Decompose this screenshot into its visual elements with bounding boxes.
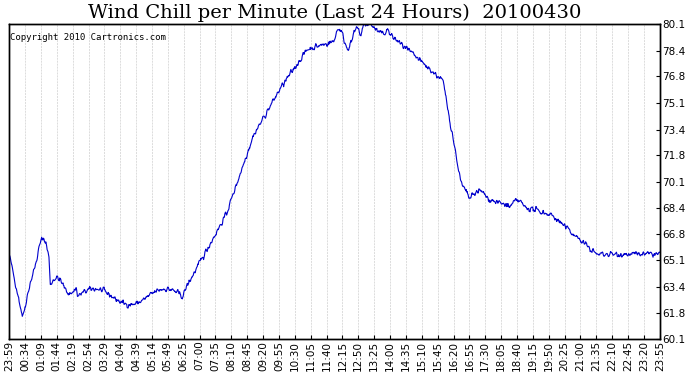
Text: Copyright 2010 Cartronics.com: Copyright 2010 Cartronics.com	[10, 33, 166, 42]
Title: Wind Chill per Minute (Last 24 Hours)  20100430: Wind Chill per Minute (Last 24 Hours) 20…	[88, 4, 581, 22]
